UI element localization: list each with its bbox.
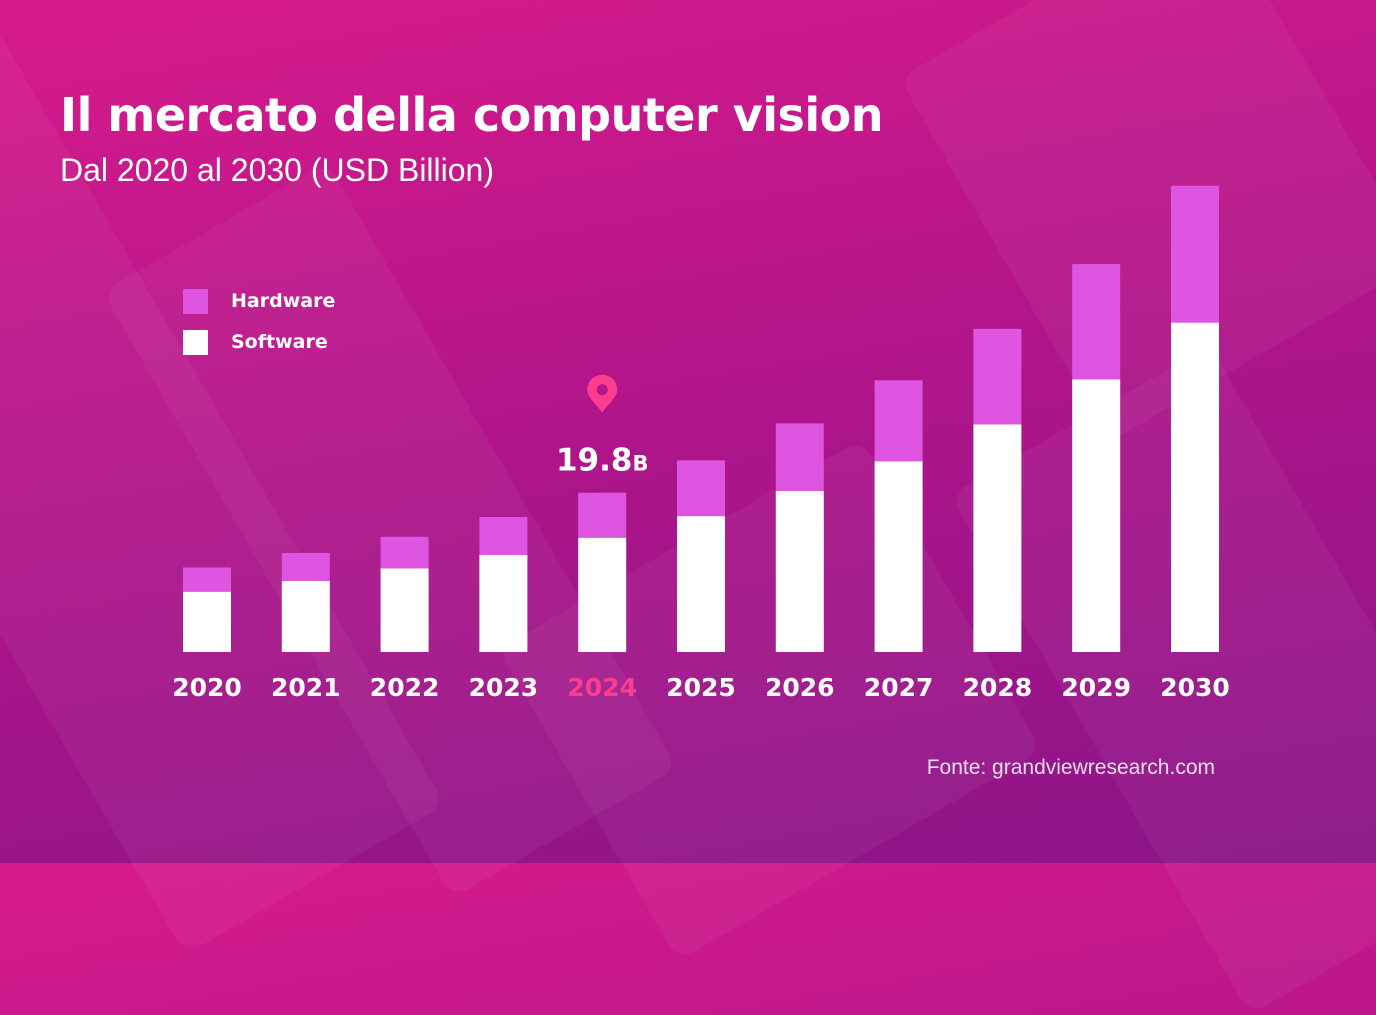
legend-item-hardware: Hardware <box>183 288 335 314</box>
x-tick-label-2023: 2023 <box>469 673 539 702</box>
x-tick-label-2025: 2025 <box>666 673 736 702</box>
bar-software-2023 <box>479 554 528 652</box>
bar-software-2024 <box>578 537 627 652</box>
bar-hardware-2021 <box>281 553 330 581</box>
bar-hardware-2028 <box>973 328 1022 425</box>
chart-subtitle: Dal 2020 al 2030 (USD Billion) <box>60 152 494 188</box>
x-tick-label-2028: 2028 <box>963 673 1033 702</box>
x-tick-label-2029: 2029 <box>1061 673 1131 702</box>
bar-chart: 2020 2021 2022 2023 2024 19.8B 2025 2026 2027 202… <box>172 185 1230 702</box>
bar-software-2030 <box>1171 322 1219 652</box>
location-pin-icon <box>587 374 618 413</box>
bar-hardware-2020 <box>183 567 231 592</box>
legend-item-software: Software <box>183 329 335 355</box>
bar-software-2021 <box>281 580 330 652</box>
bar-hardware-2022 <box>380 536 429 569</box>
bar-hardware-2023 <box>479 517 528 555</box>
x-tick-label-2030: 2030 <box>1160 673 1230 702</box>
bar-software-2029 <box>1072 379 1121 652</box>
x-tick-label-2024: 2024 <box>567 673 637 702</box>
highlight-value-label: 19.8B <box>556 443 649 479</box>
bar-hardware-2027 <box>874 380 923 462</box>
bar-software-2026 <box>775 490 824 652</box>
chart-title: Il mercato della computer vision <box>60 88 883 142</box>
x-tick-label-2026: 2026 <box>765 673 835 702</box>
bar-software-2020 <box>183 591 231 652</box>
chart-legend: Hardware Software <box>183 288 335 370</box>
x-tick-label-2020: 2020 <box>172 673 242 702</box>
legend-label-software: Software <box>231 331 328 353</box>
x-tick-label-2027: 2027 <box>864 673 934 702</box>
bar-hardware-2026 <box>775 423 824 491</box>
x-tick-label-2022: 2022 <box>370 673 440 702</box>
legend-label-hardware: Hardware <box>231 290 336 312</box>
bar-software-2025 <box>677 516 725 652</box>
bar-hardware-2030 <box>1171 185 1219 323</box>
bar-software-2028 <box>973 424 1022 652</box>
bar-software-2022 <box>380 568 429 652</box>
x-tick-label-2021: 2021 <box>271 673 341 702</box>
bar-software-2027 <box>874 461 923 652</box>
source-credit: Fonte: grandviewresearch.com <box>926 756 1215 779</box>
legend-swatch-software <box>183 329 208 355</box>
bar-hardware-2024 <box>578 492 627 538</box>
bar-hardware-2029 <box>1072 264 1121 380</box>
bar-hardware-2025 <box>677 460 725 517</box>
legend-swatch-hardware <box>183 288 208 314</box>
